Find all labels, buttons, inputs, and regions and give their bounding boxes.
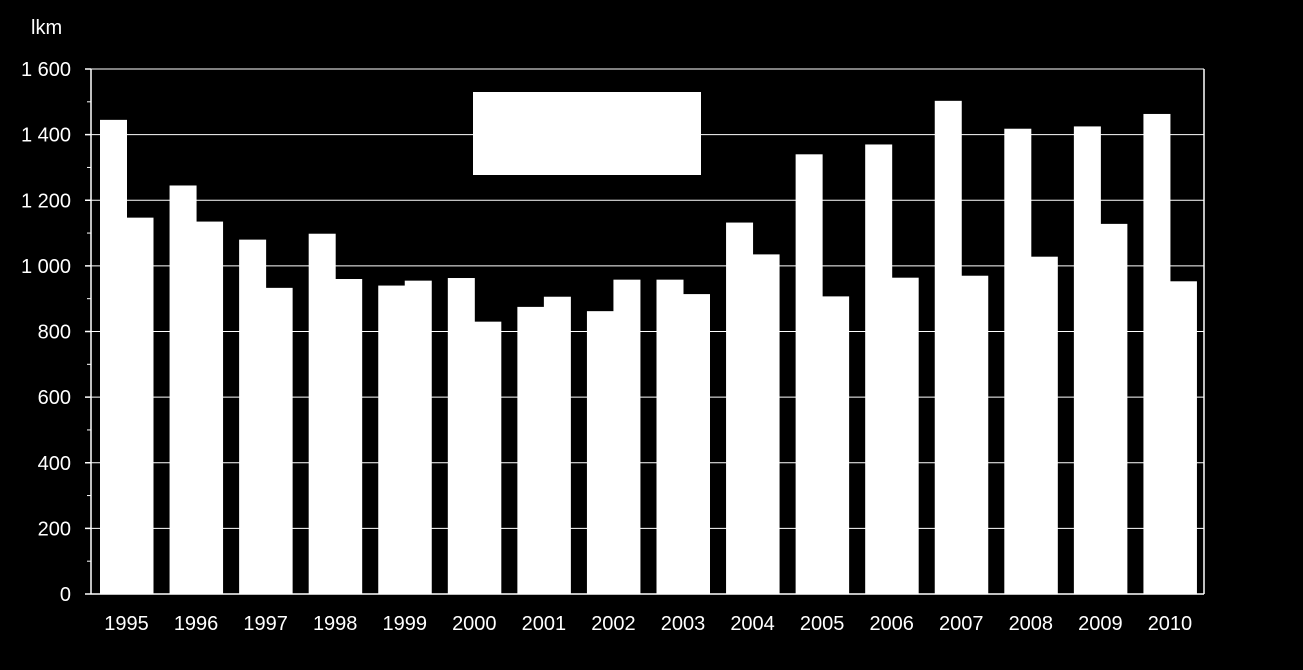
x-tick-label: 2007 <box>939 613 984 635</box>
x-tick-label: 2008 <box>1009 613 1054 635</box>
y-tick-label: 1 200 <box>21 190 71 212</box>
x-tick-label: 2009 <box>1078 613 1123 635</box>
bar-2002-series-2 <box>613 279 641 594</box>
bar-2001-series-2 <box>543 296 571 594</box>
bar-2001-series-1 <box>517 306 545 594</box>
bar-2000-series-2 <box>474 321 502 594</box>
bar-2002-series-1 <box>586 311 614 594</box>
x-tick-label: 2010 <box>1148 613 1193 635</box>
y-tick-label: 200 <box>38 518 71 540</box>
y-minor-ticks <box>85 68 91 595</box>
y-tick-labels: 0 200 400 600 800 1 000 1 200 1 400 1 600 <box>21 59 71 606</box>
x-tick-label: 2005 <box>800 613 845 635</box>
bar-2005-series-2 <box>822 296 850 594</box>
y-tick-label: 1 000 <box>21 256 71 278</box>
bar-2008-series-1 <box>1004 128 1032 594</box>
bar-2007-series-2 <box>961 275 989 594</box>
bar-1995-series-2 <box>126 217 154 594</box>
bars <box>100 100 1197 594</box>
bar-2010-series-2 <box>1169 281 1197 594</box>
bar-2003-series-1 <box>656 279 684 594</box>
bar-2010-series-1 <box>1143 113 1171 594</box>
bar-2006-series-2 <box>891 277 919 594</box>
bar-1997-series-2 <box>265 287 293 594</box>
bar-2009-series-2 <box>1100 223 1128 594</box>
y-tick-label: 400 <box>38 453 71 475</box>
bar-2000-series-1 <box>447 278 475 594</box>
bar-2003-series-2 <box>683 294 710 594</box>
x-tick-label: 2000 <box>452 613 497 635</box>
x-tick-label: 1999 <box>383 613 428 635</box>
y-tick-label: 800 <box>38 322 71 344</box>
x-tick-label: 1996 <box>174 613 219 635</box>
x-tick-label: 2002 <box>591 613 636 635</box>
bar-2004-series-2 <box>752 254 780 594</box>
bar-1996-series-2 <box>196 221 224 594</box>
y-tick-label: 1 400 <box>21 125 71 147</box>
bar-1998-series-1 <box>308 233 336 594</box>
x-tick-label: 2004 <box>730 613 775 635</box>
y-tick-label: 1 600 <box>21 59 71 81</box>
x-tick-labels: 1995 1996 1997 1998 1999 2000 2001 2002 2003 2004… <box>104 613 1192 635</box>
y-tick-label: 0 <box>60 584 71 606</box>
x-tick-label: 1995 <box>104 613 149 635</box>
bar-2006-series-1 <box>865 144 893 594</box>
legend-box <box>473 92 701 175</box>
bar-1998-series-2 <box>335 279 363 594</box>
y-axis-unit-label: lkm <box>31 17 62 39</box>
bar-1995-series-1 <box>100 119 127 594</box>
bar-2009-series-1 <box>1073 126 1101 594</box>
bar-2004-series-1 <box>726 222 754 594</box>
bar-2008-series-2 <box>1030 256 1058 594</box>
x-tick-label: 2001 <box>522 613 567 635</box>
bar-2005-series-1 <box>795 154 823 594</box>
y-tick-label: 600 <box>38 387 71 409</box>
bar-1997-series-1 <box>239 239 267 594</box>
bar-2007-series-1 <box>934 100 962 594</box>
x-tick-label: 2003 <box>661 613 706 635</box>
x-tick-label: 1997 <box>243 613 288 635</box>
x-tick-label: 2006 <box>869 613 914 635</box>
bar-1999-series-1 <box>378 285 406 594</box>
x-tick-label: 1998 <box>313 613 358 635</box>
bar-1999-series-2 <box>404 280 432 594</box>
bar-1996-series-1 <box>169 185 197 594</box>
